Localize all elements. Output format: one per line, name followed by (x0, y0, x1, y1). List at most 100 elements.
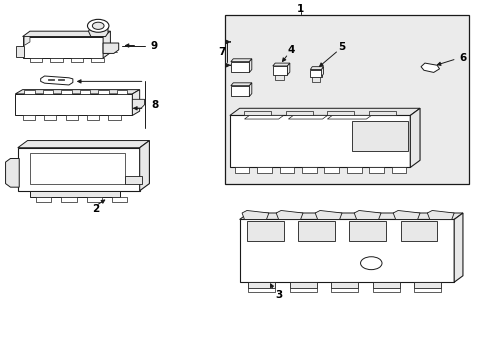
Polygon shape (86, 197, 102, 202)
Polygon shape (18, 148, 140, 191)
Polygon shape (234, 167, 249, 173)
Polygon shape (103, 31, 110, 58)
Polygon shape (22, 31, 110, 37)
Polygon shape (108, 116, 121, 120)
Polygon shape (285, 111, 312, 116)
Polygon shape (274, 75, 284, 80)
Polygon shape (346, 167, 361, 173)
Text: 4: 4 (286, 45, 294, 55)
Polygon shape (453, 213, 462, 282)
Polygon shape (88, 28, 108, 37)
Polygon shape (48, 78, 54, 80)
Polygon shape (392, 211, 419, 220)
Text: 2: 2 (92, 204, 99, 215)
Polygon shape (36, 197, 51, 202)
Text: 3: 3 (274, 291, 282, 301)
Polygon shape (50, 58, 62, 62)
Polygon shape (44, 116, 56, 120)
Polygon shape (42, 90, 53, 94)
Polygon shape (24, 90, 35, 94)
Polygon shape (257, 167, 271, 173)
Polygon shape (413, 282, 440, 288)
Polygon shape (298, 221, 334, 241)
Polygon shape (351, 121, 407, 151)
Polygon shape (61, 197, 77, 202)
Bar (224, 15, 468, 184)
Polygon shape (288, 116, 327, 119)
Polygon shape (420, 63, 439, 72)
Polygon shape (244, 111, 271, 116)
Polygon shape (427, 211, 453, 220)
Polygon shape (302, 167, 316, 173)
Polygon shape (61, 90, 72, 94)
Polygon shape (327, 116, 370, 119)
Polygon shape (229, 108, 419, 116)
Polygon shape (98, 90, 109, 94)
Polygon shape (321, 67, 323, 77)
Polygon shape (413, 288, 440, 292)
Polygon shape (112, 197, 127, 202)
Ellipse shape (87, 19, 109, 32)
Polygon shape (279, 167, 294, 173)
Polygon shape (372, 288, 399, 292)
Polygon shape (368, 111, 395, 116)
Polygon shape (65, 116, 78, 120)
Polygon shape (287, 63, 289, 75)
Polygon shape (311, 77, 320, 82)
Polygon shape (140, 140, 149, 191)
Text: 1: 1 (296, 4, 304, 14)
Polygon shape (324, 167, 338, 173)
Text: 8: 8 (151, 100, 158, 110)
Polygon shape (289, 282, 316, 288)
Polygon shape (230, 59, 251, 62)
Polygon shape (409, 108, 419, 167)
Polygon shape (246, 221, 283, 241)
Polygon shape (230, 86, 249, 96)
Polygon shape (244, 116, 283, 119)
Polygon shape (230, 62, 249, 72)
Polygon shape (272, 66, 287, 75)
Polygon shape (249, 59, 251, 72)
Polygon shape (310, 69, 321, 77)
Polygon shape (15, 94, 132, 116)
Polygon shape (276, 211, 303, 220)
Polygon shape (18, 140, 149, 148)
Polygon shape (400, 221, 436, 241)
Polygon shape (289, 288, 316, 292)
Polygon shape (103, 43, 119, 53)
Ellipse shape (92, 22, 104, 30)
Polygon shape (239, 213, 462, 220)
Text: 7: 7 (218, 46, 225, 57)
Polygon shape (391, 167, 406, 173)
Polygon shape (348, 221, 385, 241)
Polygon shape (24, 37, 30, 45)
Polygon shape (310, 67, 323, 69)
Polygon shape (353, 211, 380, 220)
Polygon shape (22, 116, 35, 120)
Polygon shape (91, 58, 103, 62)
Polygon shape (87, 116, 99, 120)
Text: 6: 6 (458, 53, 466, 63)
Polygon shape (132, 90, 140, 116)
Polygon shape (15, 90, 140, 94)
Polygon shape (330, 288, 357, 292)
Polygon shape (272, 63, 289, 66)
Text: 5: 5 (338, 42, 345, 51)
Polygon shape (71, 58, 83, 62)
Polygon shape (315, 211, 341, 220)
Polygon shape (242, 211, 268, 220)
Polygon shape (80, 90, 90, 94)
Polygon shape (330, 282, 357, 288)
Polygon shape (132, 99, 144, 108)
Polygon shape (5, 158, 19, 187)
Polygon shape (248, 288, 275, 292)
Polygon shape (372, 282, 399, 288)
Polygon shape (327, 111, 353, 116)
Polygon shape (229, 116, 409, 167)
Polygon shape (16, 45, 24, 57)
Polygon shape (41, 76, 73, 85)
Polygon shape (58, 78, 64, 80)
Bar (30, 153, 125, 184)
Polygon shape (117, 90, 127, 94)
Polygon shape (230, 83, 251, 86)
